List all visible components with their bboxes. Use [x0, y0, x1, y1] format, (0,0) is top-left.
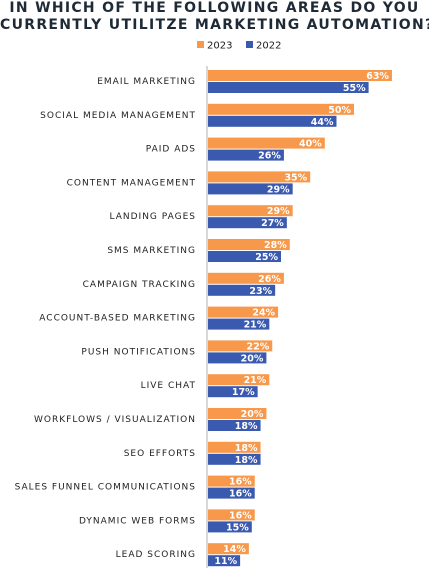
value-label-2022: 18%	[235, 455, 258, 466]
legend-swatch-2023	[197, 41, 204, 48]
value-label-2022: 11%	[214, 556, 237, 567]
value-label-2022: 55%	[343, 83, 366, 94]
category-label: SMS MARKETING	[107, 246, 196, 256]
value-label-2022: 16%	[229, 489, 252, 500]
value-label-2023: 35%	[284, 172, 307, 183]
category-label: EMAIL MARKETING	[97, 77, 196, 87]
value-label-2023: 50%	[328, 105, 351, 116]
category-label: SOCIAL MEDIA MANAGEMENT	[40, 111, 196, 121]
value-label-2023: 18%	[235, 443, 258, 454]
value-label-2023: 28%	[264, 240, 287, 251]
value-label-2023: 16%	[229, 510, 252, 521]
category-label: SEO EFFORTS	[124, 449, 196, 459]
value-label-2022: 17%	[232, 387, 255, 398]
bar-2023	[208, 205, 293, 217]
bar-2023	[208, 374, 270, 386]
value-label-2023: 26%	[258, 274, 281, 285]
bar-2022	[208, 82, 369, 93]
bar-2023	[208, 70, 392, 81]
bar-2022	[208, 453, 261, 465]
category-label: CONTENT MANAGEMENT	[67, 178, 196, 188]
value-label-2022: 26%	[258, 151, 281, 162]
bar-2023	[208, 509, 255, 521]
value-label-2023: 63%	[366, 71, 389, 82]
category-label: WORKFLOWS / VISUALIZATION	[34, 415, 196, 425]
value-label-2022: 21%	[244, 320, 267, 331]
chart-title-line-1: IN WHICH OF THE FOLLOWING AREAS DO YOU	[9, 0, 420, 16]
category-label: LANDING PAGES	[110, 212, 197, 222]
legend-swatch-2022	[246, 41, 253, 48]
category-label: LIVE CHAT	[141, 381, 196, 391]
value-label-2022: 20%	[241, 353, 264, 364]
bar-2022	[208, 149, 284, 161]
bar-2022	[208, 284, 276, 296]
bar-2022	[208, 251, 281, 262]
bar-2023	[208, 408, 267, 419]
bar-2022	[208, 217, 287, 229]
bar-2022	[208, 555, 241, 567]
bar-2023	[208, 543, 249, 555]
bar-2023	[208, 272, 284, 284]
bar-2022	[208, 521, 252, 533]
bar-2022	[208, 183, 293, 195]
value-label-2023: 22%	[246, 341, 269, 352]
category-label: PUSH NOTIFICATIONS	[81, 347, 196, 357]
bar-2023	[208, 441, 261, 453]
bar-2023	[208, 171, 311, 183]
bar-2023	[208, 239, 290, 250]
legend-label-2023: 2023	[207, 41, 232, 52]
category-label: SALES FUNNEL COMMUNICATIONS	[15, 483, 196, 493]
bar-2023	[208, 306, 279, 318]
bar-2022	[208, 487, 255, 499]
bar-2023	[208, 475, 255, 487]
value-label-2023: 21%	[244, 375, 267, 386]
bar-2022	[208, 386, 258, 398]
value-label-2023: 16%	[229, 477, 252, 488]
value-label-2022: 27%	[261, 218, 284, 229]
value-label-2023: 20%	[241, 409, 264, 420]
bar-2022	[208, 115, 337, 127]
value-label-2022: 25%	[255, 252, 278, 263]
value-label-2022: 44%	[311, 117, 334, 128]
category-label: LEAD SCORING	[116, 550, 196, 560]
bar-2023	[208, 137, 325, 149]
value-label-2023: 29%	[267, 206, 290, 217]
bar-2022	[208, 318, 270, 330]
value-label-2022: 15%	[226, 522, 249, 533]
category-label: PAID ADS	[146, 145, 196, 155]
value-label-2023: 24%	[252, 308, 275, 319]
bar-2023	[208, 103, 354, 115]
value-label-2023: 14%	[223, 544, 246, 555]
value-label-2023: 40%	[299, 139, 322, 150]
bar-2022	[208, 352, 267, 364]
bar-2022	[208, 420, 261, 431]
chart-title-line-2: CURRENTLY UTILITZE MARKETING AUTOMATION?	[0, 17, 429, 33]
bar-2023	[208, 340, 273, 352]
value-label-2022: 23%	[249, 286, 272, 297]
value-label-2022: 18%	[235, 421, 258, 432]
category-label: CAMPAIGN TRACKING	[83, 280, 196, 290]
value-label-2022: 29%	[267, 184, 290, 195]
legend-label-2022: 2022	[256, 41, 281, 52]
category-label: ACCOUNT-BASED MARKETING	[39, 314, 196, 324]
category-label: DYNAMIC WEB FORMS	[79, 516, 196, 526]
